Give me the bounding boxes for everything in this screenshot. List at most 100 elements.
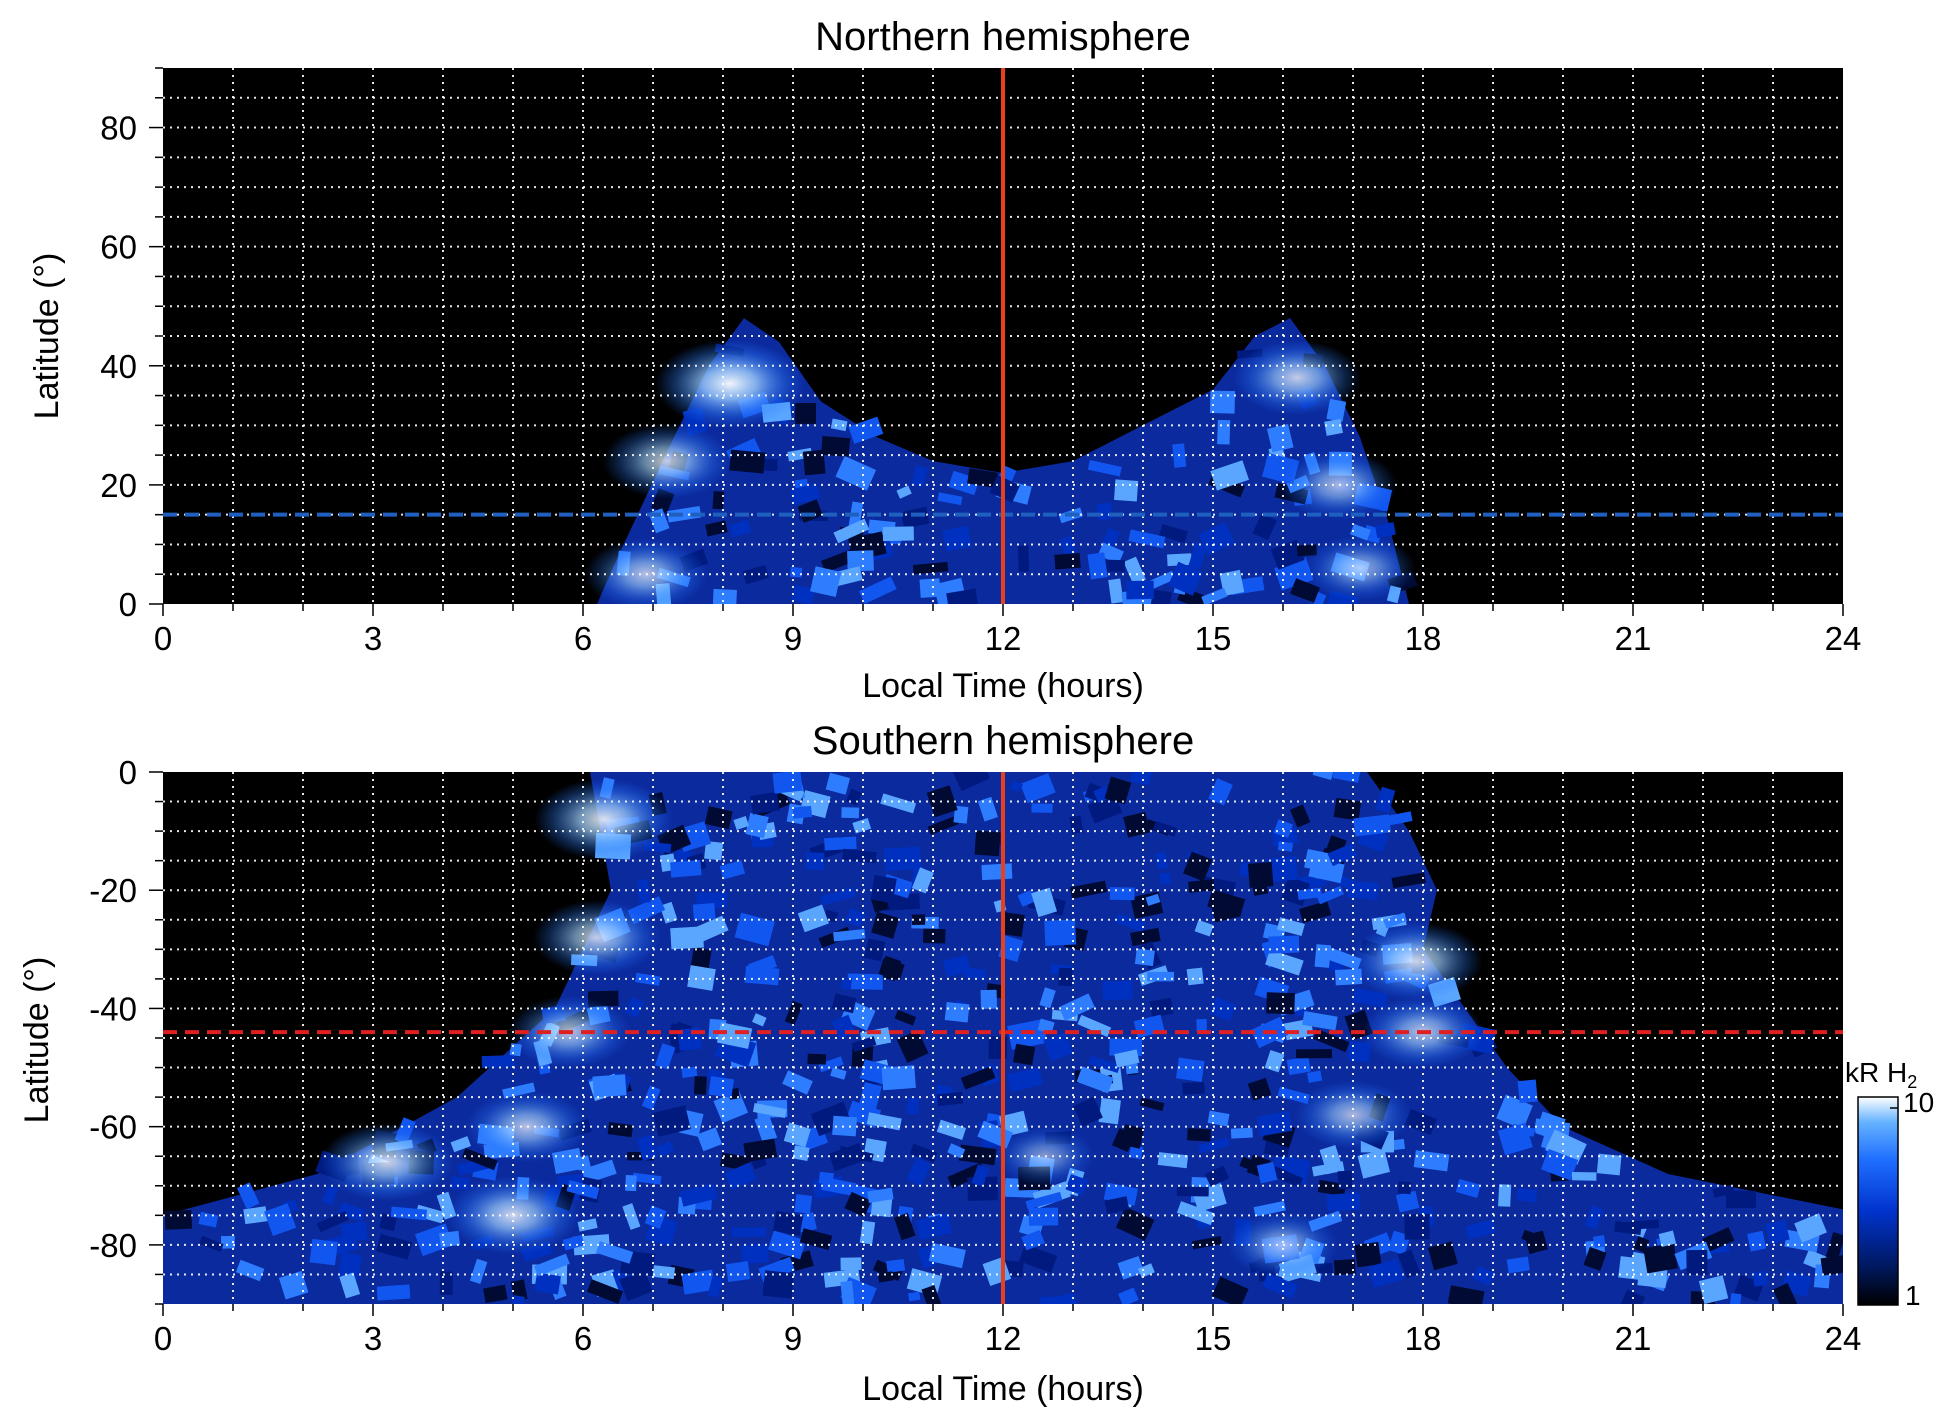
- south-emission-block: [1031, 887, 1058, 918]
- south-emission-block: [1327, 843, 1358, 867]
- south-emission-block: [1404, 1213, 1430, 1240]
- north-y-tick-label: 40: [100, 348, 137, 385]
- south-emission-block: [1043, 1031, 1074, 1062]
- south-emission-block: [923, 928, 946, 944]
- south-emission-block: [752, 1103, 787, 1118]
- north-x-tick-label: 9: [784, 620, 802, 657]
- south-y-tick-label: -40: [89, 990, 137, 1027]
- north-x-tick-label: 0: [154, 620, 172, 657]
- south-emission-block: [1618, 1256, 1645, 1281]
- south-emission-block: [1159, 872, 1171, 885]
- south-emission-block: [1268, 935, 1300, 954]
- south-emission-block: [379, 1213, 398, 1232]
- north-emission-block: [797, 499, 823, 523]
- south-emission-block: [1820, 1254, 1843, 1276]
- north-emission-block: [1017, 545, 1030, 572]
- south-emission-block: [797, 904, 829, 933]
- south-emission-block: [1583, 1246, 1607, 1271]
- north-emission-block: [919, 578, 941, 598]
- south-emission-block: [1332, 772, 1361, 783]
- south-emission-block: [977, 796, 998, 822]
- south-emission-block: [1686, 1249, 1708, 1276]
- south-emission-block: [1149, 997, 1174, 1018]
- south-emission-block: [1256, 1161, 1278, 1184]
- south-emission-block: [820, 886, 857, 906]
- south-emission-block: [566, 1180, 600, 1200]
- south-x-ticks: 0 3 6 9 12 15 18 21 24: [154, 1304, 1862, 1357]
- south-emission-block: [309, 1238, 338, 1266]
- south-emission-block: [1207, 889, 1246, 917]
- south-emission-block: [707, 1275, 724, 1298]
- north-emission-block: [1168, 561, 1203, 596]
- south-emission-block: [595, 1241, 634, 1264]
- south-emission-block: [840, 977, 852, 990]
- north-emission-block: [1266, 423, 1294, 453]
- south-emission-block: [1311, 1161, 1345, 1177]
- colorbar-min-label: 1: [1905, 1280, 1921, 1311]
- south-emission-block: [1145, 893, 1161, 906]
- south-emission-block: [980, 989, 998, 1009]
- colorbar-gradient: [1857, 1096, 1899, 1306]
- south-emission-block: [1102, 980, 1133, 1001]
- south-emission-block: [716, 1022, 753, 1049]
- south-emission-block: [1098, 1098, 1121, 1125]
- south-emission-block: [1297, 887, 1323, 900]
- north-emission-block: [1217, 419, 1231, 445]
- south-emission-block: [1728, 1293, 1742, 1304]
- south-emission-block: [1012, 1043, 1036, 1066]
- south-emission-block: [828, 1143, 866, 1172]
- south-emission-block: [450, 1136, 472, 1153]
- south-emission-block: [1039, 987, 1056, 1009]
- south-emission-block: [1725, 1190, 1756, 1209]
- south-emission-block: [704, 841, 724, 861]
- south-emission-block: [724, 1162, 757, 1191]
- south-emission-block: [414, 1223, 454, 1257]
- north-hotspot: [1233, 340, 1361, 416]
- north-emission-block: [1201, 587, 1228, 604]
- south-emission-block: [1545, 1129, 1587, 1165]
- south-emission-block: [321, 1184, 339, 1206]
- south-emission-block: [439, 1230, 461, 1248]
- south-emission-block: [1296, 1049, 1333, 1059]
- north-emission-block: [1126, 580, 1154, 600]
- south-emission-block: [870, 1197, 893, 1218]
- south-emission-block: [644, 1205, 667, 1229]
- south-emission-block: [1194, 919, 1214, 937]
- north-emission-block: [729, 519, 752, 538]
- north-emission-block: [946, 588, 979, 604]
- south-emission-block: [1052, 1292, 1079, 1304]
- south-emission-block: [1154, 851, 1169, 870]
- north-emission-block: [667, 506, 702, 523]
- south-x-tick-label: 15: [1195, 1320, 1232, 1357]
- south-emission-block: [942, 954, 971, 978]
- south-emission-block: [894, 1009, 917, 1026]
- south-emission-block: [799, 1228, 833, 1251]
- north-emission-block: [1210, 460, 1250, 491]
- north-emission-block: [1097, 542, 1124, 565]
- south-emission-block: [750, 791, 780, 815]
- south-emission-block: [696, 1127, 723, 1152]
- south-emission-block: [1498, 1184, 1512, 1207]
- south-emission-block: [692, 915, 729, 944]
- south-emission-block: [1268, 855, 1299, 883]
- south-y-axis-label: Latitude (°): [18, 957, 56, 1124]
- south-emission-block: [859, 1220, 876, 1245]
- south-x-tick-label: 24: [1825, 1320, 1862, 1357]
- south-emission-block: [278, 1270, 309, 1300]
- north-emission-block: [937, 492, 963, 506]
- north-emission-block: [900, 506, 930, 529]
- south-emission-block: [641, 1085, 661, 1110]
- south-emission-block: [625, 1175, 637, 1192]
- south-emission-block: [1208, 778, 1233, 806]
- south-emission-block: [1230, 1127, 1253, 1139]
- south-x-tick-label: 3: [364, 1320, 382, 1357]
- south-emission-block: [337, 1252, 362, 1281]
- north-emission-block: [790, 483, 821, 505]
- south-emission-block: [1752, 1270, 1768, 1287]
- south-emission-block: [772, 1210, 804, 1236]
- north-emission-block: [882, 526, 914, 542]
- south-emission-block: [1006, 1067, 1043, 1092]
- north-emission-block: [1108, 578, 1124, 604]
- south-emission-block: [1037, 1018, 1055, 1034]
- south-emission-block: [840, 1257, 862, 1271]
